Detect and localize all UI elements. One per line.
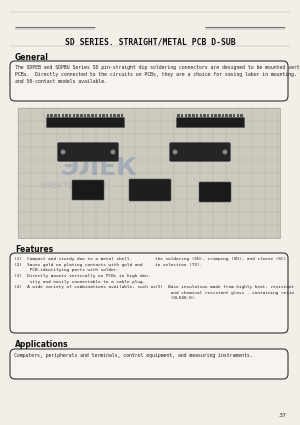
Bar bbox=[65, 114, 68, 117]
Bar bbox=[73, 114, 75, 117]
Bar bbox=[46, 117, 124, 127]
Bar bbox=[218, 114, 220, 117]
Bar bbox=[47, 114, 49, 117]
Text: (1)  Compact and sturdy due to a metal shell.
(2)  Saves gold on plating contact: (1) Compact and sturdy due to a metal sh… bbox=[14, 257, 156, 289]
Bar bbox=[88, 114, 90, 117]
FancyBboxPatch shape bbox=[199, 182, 231, 202]
Bar bbox=[95, 114, 97, 117]
Bar bbox=[185, 114, 187, 117]
Bar bbox=[192, 114, 195, 117]
Bar bbox=[236, 114, 239, 117]
Text: Applications: Applications bbox=[15, 340, 69, 349]
Text: (5)  Base insulation made from highly heat- resistant
      and chemical resista: (5) Base insulation made from highly hea… bbox=[155, 285, 294, 300]
Text: SD SERIES. STRAIGHT/METAL PCB D-SUB: SD SERIES. STRAIGHT/METAL PCB D-SUB bbox=[65, 37, 235, 46]
Bar bbox=[69, 114, 71, 117]
FancyBboxPatch shape bbox=[10, 61, 288, 101]
Bar bbox=[222, 114, 224, 117]
Bar bbox=[18, 108, 280, 238]
Bar bbox=[207, 114, 209, 117]
Bar bbox=[106, 114, 109, 117]
Bar bbox=[91, 114, 94, 117]
Bar bbox=[54, 114, 57, 117]
Bar bbox=[110, 114, 112, 117]
Bar bbox=[177, 114, 180, 117]
Circle shape bbox=[61, 150, 65, 155]
FancyBboxPatch shape bbox=[169, 142, 230, 162]
FancyBboxPatch shape bbox=[129, 179, 171, 201]
Circle shape bbox=[172, 150, 178, 155]
FancyBboxPatch shape bbox=[10, 253, 288, 333]
Bar bbox=[176, 117, 244, 127]
Bar bbox=[80, 114, 83, 117]
Bar bbox=[188, 114, 191, 117]
Bar bbox=[229, 114, 232, 117]
Bar bbox=[99, 114, 101, 117]
Bar bbox=[84, 114, 86, 117]
FancyBboxPatch shape bbox=[10, 349, 288, 379]
Bar bbox=[102, 114, 105, 117]
Bar bbox=[121, 114, 123, 117]
Bar bbox=[225, 114, 228, 117]
FancyBboxPatch shape bbox=[72, 180, 104, 200]
Bar bbox=[214, 114, 217, 117]
Text: ЭЛЕК: ЭЛЕК bbox=[60, 156, 136, 180]
Bar bbox=[181, 114, 184, 117]
Text: электронные: электронные bbox=[40, 180, 108, 190]
Bar bbox=[117, 114, 119, 117]
Bar bbox=[203, 114, 206, 117]
Text: Computers, peripherals and terminals, control equipment, and measuring instrumen: Computers, peripherals and terminals, co… bbox=[14, 353, 253, 358]
Text: 37: 37 bbox=[279, 413, 287, 418]
Text: the soldering (SH), crimping (SD), and sleeve (SC)
in selection (TX).: the soldering (SH), crimping (SD), and s… bbox=[155, 257, 286, 266]
Bar bbox=[196, 114, 198, 117]
Bar bbox=[211, 114, 213, 117]
Bar bbox=[233, 114, 235, 117]
Bar bbox=[240, 114, 243, 117]
Bar bbox=[58, 114, 60, 117]
Circle shape bbox=[110, 150, 116, 155]
FancyBboxPatch shape bbox=[58, 142, 118, 162]
Text: Features: Features bbox=[15, 245, 53, 254]
Bar bbox=[76, 114, 79, 117]
Bar bbox=[113, 114, 116, 117]
Text: The SDPEB and SDPBU Series SD pin-straight dip soldering connectors are designed: The SDPEB and SDPBU Series SD pin-straig… bbox=[15, 65, 300, 84]
Text: General: General bbox=[15, 53, 49, 62]
Bar bbox=[200, 114, 202, 117]
Bar bbox=[50, 114, 53, 117]
Bar bbox=[61, 114, 64, 117]
Circle shape bbox=[223, 150, 227, 155]
